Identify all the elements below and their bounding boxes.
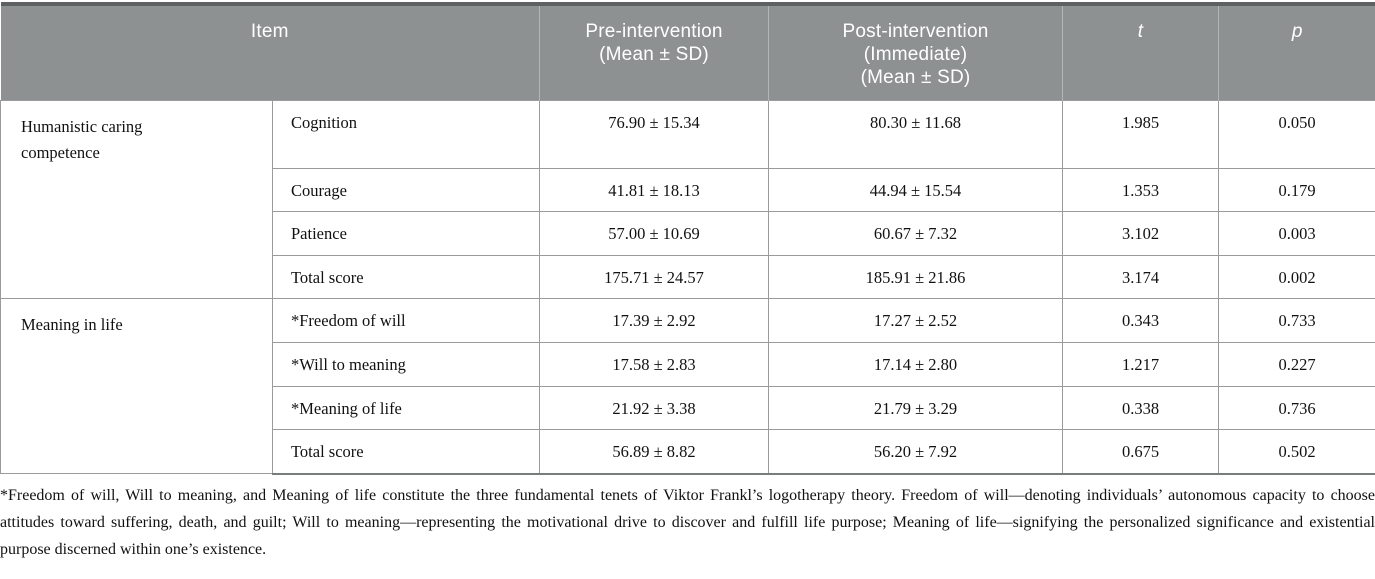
item-label: *Freedom of will [273, 299, 540, 343]
group-label-humanistic-caring-competence: Humanistic caring competence [1, 100, 273, 299]
item-label: *Will to meaning [273, 343, 540, 387]
group-label-meaning-in-life: Meaning in life [1, 299, 273, 474]
post-value: 60.67 ± 7.32 [769, 212, 1063, 256]
table-row: Humanistic caring competence Cognition 7… [1, 100, 1375, 168]
pre-value: 175.71 ± 24.57 [540, 255, 769, 299]
post-value: 21.79 ± 3.29 [769, 386, 1063, 430]
pre-value: 17.39 ± 2.92 [540, 299, 769, 343]
item-label: *Meaning of life [273, 386, 540, 430]
group-label-text: Meaning in life [21, 312, 123, 338]
post-value: 56.20 ± 7.92 [769, 430, 1063, 474]
pre-value: 76.90 ± 15.34 [540, 100, 769, 168]
header-t-statistic: t [1063, 4, 1219, 100]
item-label: Total score [273, 430, 540, 474]
post-value: 185.91 ± 21.86 [769, 255, 1063, 299]
t-value: 0.338 [1063, 386, 1219, 430]
post-value: 44.94 ± 15.54 [769, 168, 1063, 212]
p-value: 0.003 [1219, 212, 1375, 256]
item-label: Courage [273, 168, 540, 212]
post-value: 17.14 ± 2.80 [769, 343, 1063, 387]
t-value: 1.217 [1063, 343, 1219, 387]
item-label: Cognition [273, 100, 540, 168]
table-footnote: *Freedom of will, Will to meaning, and M… [0, 482, 1375, 564]
p-value: 0.050 [1219, 100, 1375, 168]
header-pre-intervention: Pre-intervention (Mean ± SD) [540, 4, 769, 100]
t-value: 1.353 [1063, 168, 1219, 212]
t-value: 3.174 [1063, 255, 1219, 299]
table-header: Item Pre-intervention (Mean ± SD) Post-i… [1, 4, 1375, 100]
pre-value: 21.92 ± 3.38 [540, 386, 769, 430]
p-value: 0.502 [1219, 430, 1375, 474]
post-value: 80.30 ± 11.68 [769, 100, 1063, 168]
p-value: 0.002 [1219, 255, 1375, 299]
p-value: 0.227 [1219, 343, 1375, 387]
t-value: 0.343 [1063, 299, 1219, 343]
header-p-value: p [1219, 4, 1375, 100]
t-value: 1.985 [1063, 100, 1219, 168]
group-label-text: Humanistic caring competence [21, 114, 196, 167]
table-body: Humanistic caring competence Cognition 7… [1, 100, 1375, 474]
t-value: 3.102 [1063, 212, 1219, 256]
header-post-intervention: Post-intervention (Immediate) (Mean ± SD… [769, 4, 1063, 100]
pre-value: 41.81 ± 18.13 [540, 168, 769, 212]
intervention-results-table: Item Pre-intervention (Mean ± SD) Post-i… [0, 2, 1375, 475]
paper-table-figure: Item Pre-intervention (Mean ± SD) Post-i… [0, 0, 1375, 563]
post-value: 17.27 ± 2.52 [769, 299, 1063, 343]
p-value: 0.179 [1219, 168, 1375, 212]
table-row: Meaning in life *Freedom of will 17.39 ±… [1, 299, 1375, 343]
pre-value: 56.89 ± 8.82 [540, 430, 769, 474]
p-value: 0.736 [1219, 386, 1375, 430]
t-value: 0.675 [1063, 430, 1219, 474]
pre-value: 57.00 ± 10.69 [540, 212, 769, 256]
p-value: 0.733 [1219, 299, 1375, 343]
header-item: Item [1, 4, 540, 100]
item-label: Total score [273, 255, 540, 299]
pre-value: 17.58 ± 2.83 [540, 343, 769, 387]
item-label: Patience [273, 212, 540, 256]
